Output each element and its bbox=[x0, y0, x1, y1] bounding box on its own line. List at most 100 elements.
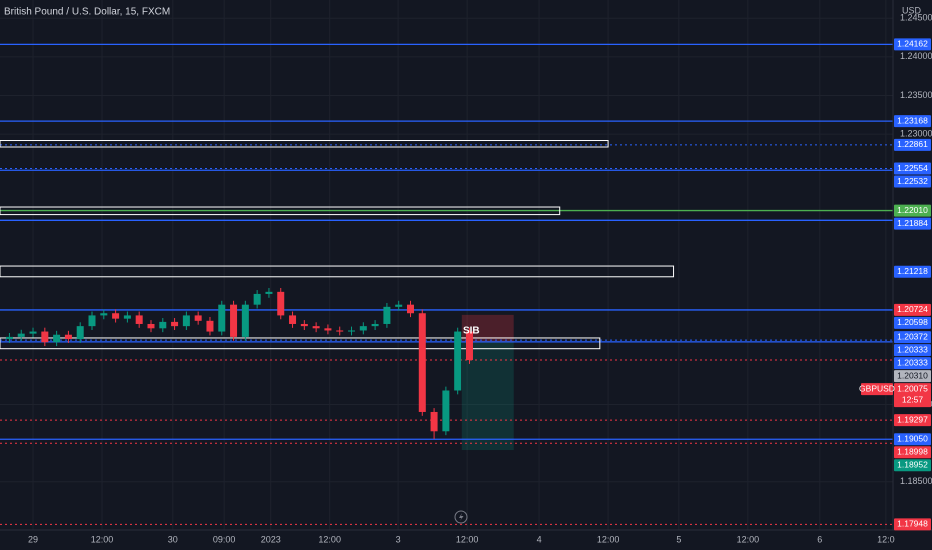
price-badge bbox=[894, 370, 931, 383]
x-tick-label: 12:00 bbox=[456, 534, 479, 544]
zone bbox=[0, 265, 675, 278]
countdown: 12:57 bbox=[902, 394, 924, 404]
price-badge-label: 1.18952 bbox=[897, 459, 928, 469]
zone bbox=[0, 206, 561, 216]
annotation: SIB bbox=[463, 326, 480, 337]
candle-body bbox=[17, 333, 25, 337]
candle-body bbox=[135, 315, 143, 324]
candle-body bbox=[454, 331, 462, 391]
candle-body bbox=[277, 291, 285, 316]
price-badge bbox=[894, 38, 931, 51]
candle-body bbox=[88, 315, 96, 327]
candle-body bbox=[112, 313, 120, 319]
price-badge bbox=[894, 265, 931, 278]
zone bbox=[0, 337, 601, 350]
price-badge-label: 1.21218 bbox=[897, 266, 928, 276]
candle-body bbox=[383, 306, 391, 324]
price-badge bbox=[894, 344, 931, 357]
price-badge-label: 1.20333 bbox=[897, 344, 928, 354]
y-tick-label: 1.23500 bbox=[900, 90, 932, 100]
candle-body bbox=[289, 315, 297, 324]
replay-icon[interactable] bbox=[454, 510, 468, 524]
chart-title: British Pound / U.S. Dollar, 15, FXCM bbox=[4, 7, 170, 18]
price-badge bbox=[894, 162, 931, 175]
candle-body bbox=[336, 330, 344, 332]
currency-label: USD bbox=[902, 5, 922, 15]
candle-body bbox=[430, 411, 438, 432]
candle-body bbox=[312, 326, 320, 329]
candle-body bbox=[395, 304, 403, 307]
price-badge bbox=[894, 303, 931, 316]
candle-body bbox=[218, 304, 226, 332]
price-badge-label: 1.24162 bbox=[897, 39, 928, 49]
price-badge-label: 1.20598 bbox=[897, 317, 928, 327]
candle-body bbox=[159, 321, 167, 329]
price-badge-label: 1.20075 bbox=[897, 383, 928, 393]
plot: SIB bbox=[0, 43, 893, 525]
price-badge-label: 1.17948 bbox=[897, 519, 928, 529]
candle-body bbox=[359, 326, 367, 331]
price-badge-label: 1.20724 bbox=[897, 304, 928, 314]
price-badge bbox=[894, 316, 931, 329]
x-tick-label: 12:00 bbox=[597, 534, 620, 544]
candle-body bbox=[230, 304, 238, 337]
price-badge bbox=[894, 446, 931, 459]
x-tick-label: 3 bbox=[396, 534, 401, 544]
y-tick-label: 1.24000 bbox=[900, 51, 932, 61]
price-badge bbox=[894, 433, 931, 446]
price-badge bbox=[894, 138, 931, 151]
y-tick-label: 1.18500 bbox=[900, 476, 932, 486]
price-badge-label: 1.22554 bbox=[897, 163, 928, 173]
y-tick-label: 1.23000 bbox=[900, 128, 932, 138]
price-badge-label: 1.22861 bbox=[897, 139, 928, 149]
price-badge-label: 1.20333 bbox=[897, 357, 928, 367]
price-badge-label: 1.20372 bbox=[897, 331, 928, 341]
price-badge-label: 1.19297 bbox=[897, 414, 928, 424]
symbol-badge bbox=[861, 383, 893, 396]
candle-body bbox=[465, 331, 473, 361]
x-tick-label: 30 bbox=[168, 534, 178, 544]
candle-body bbox=[348, 330, 356, 332]
zone bbox=[0, 140, 609, 148]
candle-body bbox=[100, 313, 108, 316]
price-badge-label: 1.22532 bbox=[897, 176, 928, 186]
candle-body bbox=[123, 315, 131, 319]
price-badge bbox=[894, 357, 931, 370]
candle-body bbox=[371, 323, 379, 327]
candle-body bbox=[182, 315, 190, 327]
price-badge-label: 1.21884 bbox=[897, 218, 928, 228]
price-badge-label: 1.23168 bbox=[897, 115, 928, 125]
candle-body bbox=[442, 390, 450, 432]
price-badge bbox=[894, 204, 931, 217]
candle-body bbox=[41, 331, 49, 343]
x-tick-label: 12:00 bbox=[318, 534, 341, 544]
candle-body bbox=[64, 334, 72, 340]
candle-body bbox=[253, 293, 261, 305]
x-tick-label: 6 bbox=[817, 534, 822, 544]
price-badge-label: 1.18998 bbox=[897, 446, 928, 456]
candle-body bbox=[206, 320, 214, 332]
price-badge bbox=[894, 459, 931, 472]
price-badge bbox=[894, 414, 931, 427]
price-badge bbox=[894, 331, 931, 344]
candle-body bbox=[171, 321, 179, 327]
price-badge bbox=[894, 217, 931, 230]
symbol-label: GBPUSD bbox=[859, 383, 895, 393]
x-tick-label: 12:0 bbox=[877, 534, 895, 544]
candle-body bbox=[241, 304, 249, 337]
candle-body bbox=[265, 291, 273, 294]
price-badge bbox=[894, 115, 931, 128]
y-tick-label: 1.24500 bbox=[900, 13, 932, 23]
candle-body bbox=[194, 315, 202, 321]
x-tick-label: 5 bbox=[676, 534, 681, 544]
candle-body bbox=[300, 323, 308, 327]
x-tick-label: 12:00 bbox=[737, 534, 760, 544]
candle-body bbox=[5, 336, 13, 340]
price-badge-label: 1.22010 bbox=[897, 205, 928, 215]
candle-body bbox=[53, 334, 61, 343]
price-badge bbox=[894, 518, 931, 531]
candle-body bbox=[324, 328, 332, 331]
